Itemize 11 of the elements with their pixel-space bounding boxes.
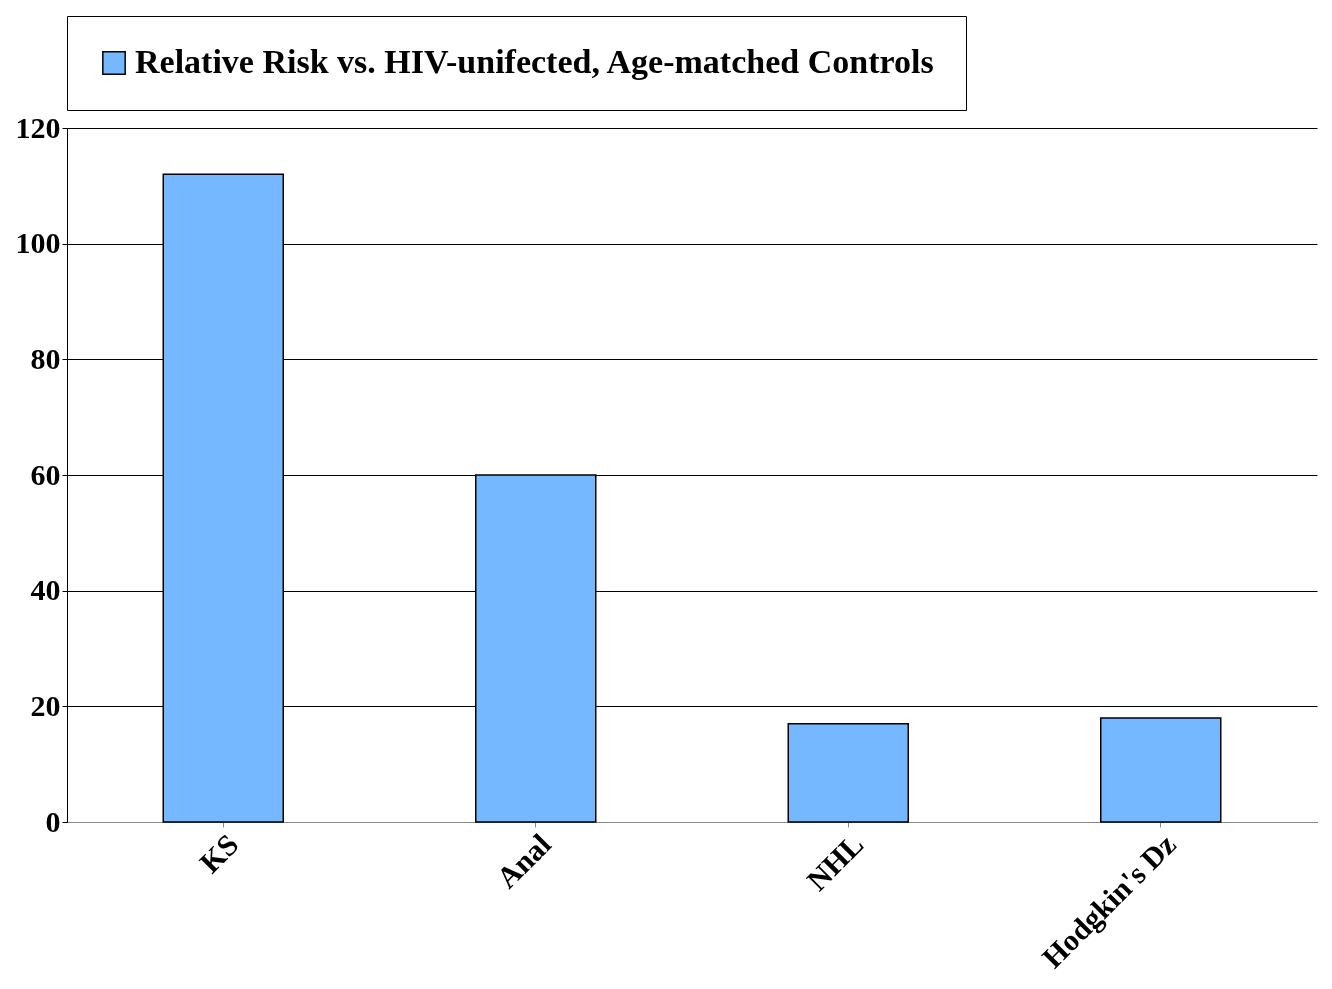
y-tick-label: 80 (30, 341, 61, 375)
y-tick-label: 60 (30, 457, 61, 491)
y-tick-label: 0 (45, 804, 61, 838)
y-tick-label: 120 (15, 110, 61, 144)
legend-label: Relative Risk vs. HIV-unifected, Age-matched Controls (135, 43, 934, 80)
bar (1100, 717, 1222, 823)
y-tick-label: 40 (30, 573, 61, 607)
y-tick-label: 100 (15, 226, 61, 260)
y-tick-label: 20 (30, 688, 61, 722)
x-tick-label: KS (192, 827, 245, 880)
bar (787, 722, 909, 823)
